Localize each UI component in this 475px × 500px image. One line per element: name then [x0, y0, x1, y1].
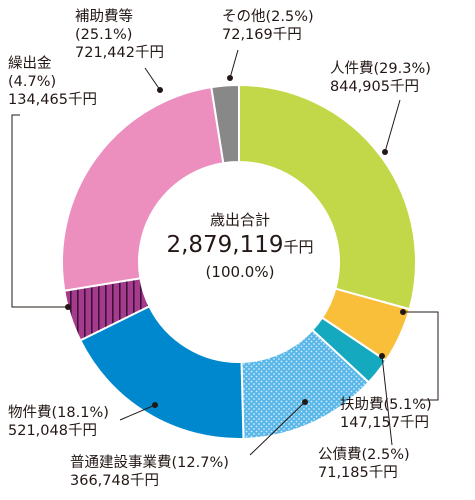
label-futsukensetsu: 普通建設事業費(12.7%) 366,748千円 [70, 455, 229, 489]
leader-dot-bukkenhi [152, 402, 158, 408]
label-bukkenhi: 物件費(18.1%) 521,048千円 [8, 405, 109, 439]
leader-line-bukkenhi [119, 404, 156, 421]
label-kosaihi: 公債費(2.5%) 71,185千円 [318, 447, 410, 481]
leader-dot-futsukensetsu [302, 399, 308, 405]
leader-line-fujohi [403, 311, 439, 401]
total-value: 2,879,119千円 [166, 232, 314, 258]
leader-line-jinkenhi [384, 99, 401, 153]
leader-dot-sonota [227, 75, 233, 81]
donut-slice-7 [210, 83, 240, 165]
leader-line-kuridashi [11, 114, 68, 308]
label-hojohi: 補助費等 (25.1%) 721,442千円 [75, 9, 164, 61]
leader-dot-kuridashi [65, 304, 71, 310]
donut-slice-4 [78, 304, 245, 440]
leader-line-kosaihi [381, 355, 393, 446]
leader-line-hojohi [144, 67, 161, 91]
donut-slice-6 [61, 86, 225, 292]
leader-dot-jinkenhi [382, 149, 388, 155]
leader-line-futsukensetsu [249, 401, 306, 456]
leader-line-sonota [229, 49, 239, 79]
total-title: 歳出合計 [209, 211, 270, 229]
label-jinkenhi: 人件費(29.3%) 844,905千円 [330, 61, 431, 95]
donut-slice-0 [238, 83, 417, 311]
total-percent: (100.0%) [205, 263, 275, 281]
leader-dot-fujohi [400, 309, 406, 315]
leader-dot-hojohi [157, 87, 163, 93]
label-sonota: その他(2.5%) 72,169千円 [222, 9, 314, 43]
label-fujohi: 扶助費(5.1%) 147,157千円 [340, 397, 432, 431]
leader-dot-kosaihi [379, 353, 385, 359]
label-kuridashi: 繰出金 (4.7%) 134,465千円 [8, 56, 97, 108]
donut-center-total: 歳出合計 2,879,119千円 (100.0%) [150, 210, 330, 282]
